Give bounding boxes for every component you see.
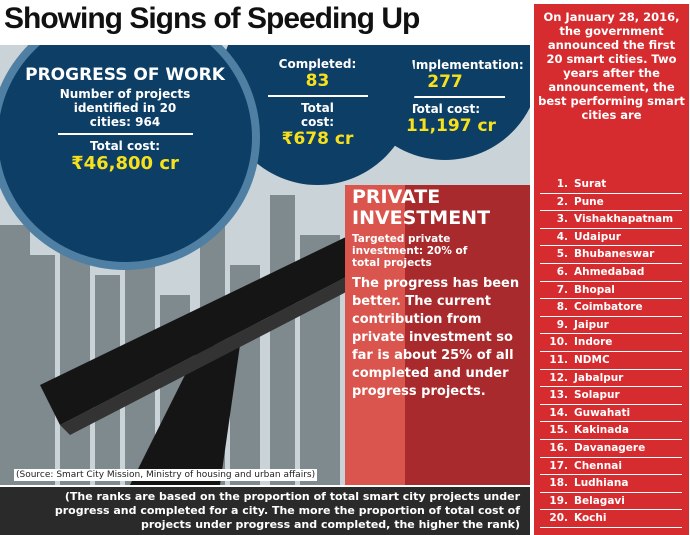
city-name: Pune: [574, 195, 604, 208]
city-name: Davanagere: [574, 441, 646, 454]
city-rank-item: 8. Coimbatore: [540, 299, 682, 317]
completed-cost-label: Total cost:: [300, 101, 335, 129]
city-name: Vishakhapatnam: [574, 213, 674, 226]
progress-projects: Number of projects identified in 20 citi…: [59, 87, 191, 129]
city-rank-item: 1. Surat: [540, 176, 682, 194]
under-implementation-value: 277: [427, 72, 463, 92]
rank-number: 1.: [556, 178, 568, 190]
completed-value: 83: [305, 71, 330, 91]
rank-number: 19.: [549, 494, 568, 507]
rank-number: 18.: [549, 477, 568, 490]
city-name: Jabalpur: [574, 371, 624, 384]
city-rank-item: 14. Guwahati: [540, 405, 682, 423]
city-rank-item: 4. Udaipur: [540, 229, 682, 247]
city-rank-item: 7. Bhopal: [540, 282, 682, 300]
rank-number: 6.: [556, 265, 568, 278]
rank-number: 12.: [549, 371, 568, 384]
skyline-bridge-illustration: [0, 195, 350, 485]
city-name: Guwahati: [574, 406, 631, 419]
city-name: Solapur: [574, 389, 620, 402]
city-rank-item: 20. Kochi: [540, 510, 682, 528]
ranking-sidebar: On January 28, 2016, the government anno…: [534, 4, 689, 535]
rank-number: 16.: [549, 441, 568, 454]
progress-cost-label: Total cost:: [90, 139, 160, 153]
under-implementation-cost-label: Total cost:: [410, 102, 480, 116]
city-name: Kochi: [574, 512, 607, 525]
progress-bubble: PROGRESS OF WORK Number of projects iden…: [0, 45, 260, 270]
city-name: Ludhiana: [574, 477, 629, 490]
rank-number: 13.: [549, 389, 568, 402]
city-name: Indore: [574, 336, 613, 349]
city-ranking-list: 1. Surat 2. Pune 3. Vishakhapatnam 4. Udaipur 5.…: [540, 176, 682, 528]
city-rank-item: 18. Ludhiana: [540, 475, 682, 493]
completed-label: Completed:: [278, 57, 357, 71]
rank-number: 17.: [549, 459, 568, 472]
city-rank-item: 13. Solapur: [540, 387, 682, 405]
city-name: Chennai: [574, 459, 622, 472]
under-implementation-cost: ₹11,197 cr: [394, 116, 496, 136]
private-investment-heading: PRIVATE INVESTMENT: [352, 186, 491, 229]
private-investment-target: Targeted private investment: 20% of tota…: [352, 233, 468, 269]
city-rank-item: 5. Bhubaneswar: [540, 246, 682, 264]
rank-number: 2.: [556, 195, 568, 208]
progress-heading: PROGRESS OF WORK: [25, 65, 225, 85]
city-rank-item: 2. Pune: [540, 194, 682, 212]
city-rank-item: 3. Vishakhapatnam: [540, 211, 682, 229]
rank-number: 3.: [556, 213, 568, 226]
rank-number: 10.: [549, 336, 568, 349]
city-name: NDMC: [574, 353, 610, 366]
rank-number: 11.: [549, 353, 568, 366]
rank-number: 14.: [549, 406, 568, 419]
city-rank-item: 15. Kakinada: [540, 422, 682, 440]
rank-number: 9.: [556, 318, 568, 331]
source-note: (Source: Smart City Mission, Ministry of…: [14, 469, 318, 481]
city-rank-item: 12. Jabalpur: [540, 370, 682, 388]
city-rank-item: 10. Indore: [540, 334, 682, 352]
city-name: Belagavi: [574, 494, 625, 507]
city-name: Coimbatore: [574, 301, 643, 314]
city-name: Bhubaneswar: [574, 248, 655, 261]
city-name: Kakinada: [574, 424, 629, 437]
private-investment-panel: [345, 185, 530, 485]
rank-number: 4.: [556, 230, 568, 243]
city-rank-item: 19. Belagavi: [540, 493, 682, 511]
completed-cost: ₹678 cr: [281, 129, 354, 149]
city-rank-item: 16. Davanagere: [540, 440, 682, 458]
sidebar-intro: On January 28, 2016, the government anno…: [538, 10, 685, 122]
city-name: Surat: [574, 178, 607, 190]
progress-cost: ₹46,800 cr: [71, 153, 179, 174]
private-investment-body: The progress has been better. The curren…: [352, 276, 520, 399]
city-name: Jaipur: [574, 318, 609, 331]
city-name: Bhopal: [574, 283, 615, 296]
rank-number: 20.: [549, 512, 568, 525]
illustration: PRIVATE INVESTMENT Targeted private inve…: [0, 45, 530, 485]
footnote: (The ranks are based on the proportion o…: [0, 487, 530, 535]
city-name: Udaipur: [574, 230, 621, 243]
city-rank-item: 11. NDMC: [540, 352, 682, 370]
city-rank-item: 17. Chennai: [540, 458, 682, 476]
page-title: Showing Signs of Speeding Up: [4, 2, 420, 35]
city-name: Ahmedabad: [574, 265, 645, 278]
rank-number: 8.: [556, 301, 568, 314]
rank-number: 7.: [556, 283, 568, 296]
city-rank-item: 6. Ahmedabad: [540, 264, 682, 282]
rank-number: 15.: [549, 424, 568, 437]
rank-number: 5.: [556, 248, 568, 261]
city-rank-item: 9. Jaipur: [540, 317, 682, 335]
